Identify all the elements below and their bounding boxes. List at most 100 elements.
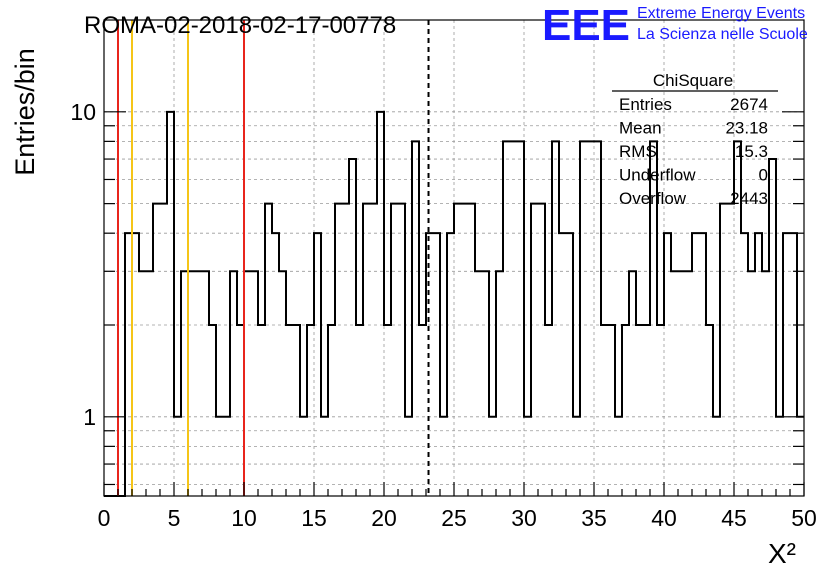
histogram-bin — [580, 141, 587, 496]
chart-title: ROMA-02-2018-02-17-00778 — [84, 12, 396, 39]
histogram-bin — [636, 325, 643, 496]
histogram-bin — [195, 271, 202, 496]
histogram-bin — [328, 325, 335, 496]
histogram-bin — [258, 325, 265, 496]
histogram-bin — [503, 141, 510, 496]
histogram-bin — [748, 271, 755, 496]
stats-value: 0 — [759, 166, 768, 185]
histogram-bin — [314, 233, 321, 496]
x-tick-label: 0 — [98, 505, 111, 531]
histogram-bin — [482, 271, 489, 496]
histogram-bin — [132, 233, 139, 496]
histogram-bin — [335, 204, 342, 496]
histogram-bin — [153, 204, 160, 496]
histogram-bin — [762, 271, 769, 496]
histogram-bin — [531, 204, 538, 496]
histogram-bin — [461, 204, 468, 496]
histogram-bin — [433, 233, 440, 496]
histogram-bin — [405, 417, 412, 496]
histogram-bin — [125, 233, 132, 496]
stats-label: RMS — [619, 142, 657, 161]
histogram-bin — [475, 271, 482, 496]
histogram-bin — [545, 325, 552, 496]
histogram-bin — [790, 233, 797, 496]
histogram-bin — [643, 325, 650, 496]
x-tick-label: 15 — [301, 505, 327, 531]
histogram-bin — [692, 233, 699, 496]
histogram-bin — [188, 271, 195, 496]
histogram-bars — [104, 110, 804, 497]
x-tick-label: 30 — [511, 505, 537, 531]
logo-line2: La Scienza nelle Scuole — [637, 26, 808, 43]
histogram-bin — [223, 417, 230, 496]
histogram-bin — [216, 417, 223, 496]
stats-label: Mean — [619, 119, 662, 138]
histogram-bin — [468, 204, 475, 496]
histogram-bin — [489, 417, 496, 496]
histogram-outline — [104, 110, 804, 497]
histogram-bin — [573, 417, 580, 496]
histogram-bin — [622, 325, 629, 496]
x-tick-label: 10 — [231, 505, 257, 531]
histogram-bin — [174, 417, 181, 496]
histogram-bin — [699, 233, 706, 496]
y-tick-label: 1 — [83, 404, 96, 430]
histogram-bin — [398, 204, 405, 496]
stats-label: Underflow — [619, 166, 696, 185]
logo-line1: Extreme Energy Events — [637, 5, 805, 22]
histogram-bin — [160, 204, 167, 496]
histogram-bin — [349, 159, 356, 496]
histogram-bin — [671, 271, 678, 496]
histogram-bin — [454, 204, 461, 496]
histogram-bin — [608, 325, 615, 496]
histogram-bin — [237, 325, 244, 496]
x-tick-label: 50 — [791, 505, 817, 531]
histogram-bin — [496, 271, 503, 496]
histogram-bin — [370, 204, 377, 496]
histogram-bin — [524, 417, 531, 496]
histogram-bin — [776, 417, 783, 496]
eee-logo-text: EEE — [542, 1, 630, 50]
x-tick-label: 45 — [721, 505, 747, 531]
stats-value: 2674 — [730, 95, 768, 114]
x-tick-label: 5 — [168, 505, 181, 531]
histogram-bin — [566, 233, 573, 496]
stats-title: ChiSquare — [653, 71, 733, 90]
histogram-bin — [783, 233, 790, 496]
histogram-bin — [384, 325, 391, 496]
histogram-bin — [755, 233, 762, 496]
histogram-bin — [293, 325, 300, 496]
histogram-bin — [167, 112, 174, 496]
histogram-bin — [678, 271, 685, 496]
stats-box: ChiSquare Entries 2674 Mean 23.18 RMS 15.3 Und… — [612, 71, 778, 208]
histogram-bin — [146, 271, 153, 496]
histogram-bin — [272, 233, 279, 496]
histogram-bin — [559, 233, 566, 496]
histogram-bin — [251, 271, 258, 496]
x-axis-label: X² — [768, 538, 796, 569]
histogram-bin — [391, 204, 398, 496]
histogram-bin — [244, 271, 251, 496]
histogram-bin — [307, 325, 314, 496]
histogram-bin — [713, 417, 720, 496]
histogram-bin — [510, 141, 517, 496]
histogram-bin — [685, 271, 692, 496]
histogram-bin — [321, 417, 328, 496]
histogram-bin — [538, 204, 545, 496]
histogram-bin — [363, 204, 370, 496]
x-tick-label: 40 — [651, 505, 677, 531]
stats-label: Entries — [619, 95, 672, 114]
axis-ticks: 0 5 10 15 20 25 30 35 40 45 50 1 10 — [70, 99, 816, 531]
histogram-bin — [615, 417, 622, 496]
histogram-bin — [209, 325, 216, 496]
histogram-bin — [181, 271, 188, 496]
stats-label: Overflow — [619, 189, 687, 208]
histogram-bin — [587, 141, 594, 496]
histogram-bin — [202, 271, 209, 496]
histogram-bin — [769, 159, 776, 496]
histogram-bin — [594, 141, 601, 496]
histogram-bin — [517, 141, 524, 496]
y-axis-label: Entries/bin — [10, 48, 40, 176]
histogram-bin — [629, 271, 636, 496]
